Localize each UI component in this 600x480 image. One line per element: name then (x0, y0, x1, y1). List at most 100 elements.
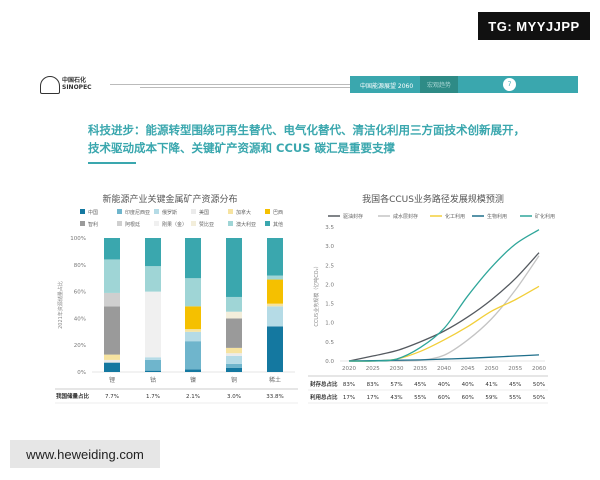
table-cell: 7.7% (105, 394, 119, 400)
bar-segment (267, 303, 283, 307)
legend-label: 生物利用 (487, 213, 507, 220)
bar-segment (226, 318, 242, 348)
bar-segment (104, 306, 120, 355)
legend-swatch (191, 221, 196, 226)
y-tick-label: 20% (74, 343, 86, 349)
legend-swatch (265, 209, 270, 214)
bar-segment (267, 275, 283, 280)
table-cell: 41% (485, 382, 497, 388)
bar-segment (185, 341, 201, 370)
logo-cn: 中国石化 (62, 77, 87, 84)
series-line-4 (348, 229, 540, 362)
legend-label: 印度尼西亚 (125, 209, 150, 216)
chart-title: 我国各CCUS业务路径发展规模预测 (362, 193, 504, 205)
x-tick-label: 2025 (366, 366, 380, 372)
legend-label: 驱油封存 (343, 213, 363, 220)
x-tick-label: 锂 (109, 376, 115, 384)
bar-segment (226, 238, 242, 297)
legend-swatch (117, 221, 122, 226)
table-cell: 33.8% (266, 394, 283, 400)
divider (140, 87, 350, 88)
bar-segment (185, 278, 201, 307)
chart-title: 新能源产业关键金属矿产资源分布 (102, 193, 237, 205)
legend-label: 咸水层封存 (393, 213, 418, 220)
x-tick-label: 2055 (508, 366, 522, 372)
bar-segment (185, 329, 201, 332)
y-axis-label: 2021年资源储量占比 (57, 281, 64, 329)
section-label: 宏观趋势 (420, 76, 458, 93)
y-tick-label: 0.0 (325, 359, 334, 365)
y-tick-label: 2.5 (325, 263, 334, 269)
bar-segment (104, 292, 120, 307)
x-tick-label: 铜 (231, 376, 237, 384)
legend-label: 智利 (88, 221, 98, 228)
table-cell: 50% (533, 382, 545, 388)
y-tick-label: 80% (74, 263, 86, 269)
bar-segment (145, 238, 161, 267)
legend-swatch (117, 209, 122, 214)
bar-segment (104, 238, 120, 260)
legend-swatch (191, 209, 196, 214)
table-cell: 40% (462, 382, 474, 388)
table-cell: 17% (343, 395, 355, 401)
table-cell: 59% (485, 395, 497, 401)
bar-segment (226, 363, 242, 368)
bar-segment (226, 367, 242, 372)
table-cell: 57% (390, 382, 402, 388)
bar-segment (267, 238, 283, 276)
series-line-0 (348, 252, 540, 362)
legend-swatch (265, 221, 270, 226)
bar-segment (267, 326, 283, 372)
bar-segment (104, 354, 120, 360)
x-tick-label: 2045 (461, 366, 475, 372)
y-tick-label: 60% (74, 290, 86, 296)
x-tick-label: 2035 (413, 366, 427, 372)
headline-line-1: 科技进步：能源转型围绕可再生替代、电气化替代、清洁化利用三方面技术创新展开， (88, 123, 525, 137)
bar-segment (145, 359, 161, 371)
legend-label: 中国 (88, 209, 98, 216)
bar-segment (226, 311, 242, 319)
x-tick-label: 2020 (342, 366, 356, 372)
table-row-label: 利用总占比 (310, 393, 338, 401)
report-title: 中国能源展望 2060 (360, 83, 414, 90)
legend-swatch (80, 209, 85, 214)
table-cell: 60% (438, 395, 450, 401)
table-cell: 45% (414, 382, 426, 388)
bar-segment (104, 259, 120, 293)
table-cell: 43% (390, 395, 402, 401)
y-tick-label: 1.0 (325, 321, 334, 327)
series-line-1 (349, 255, 540, 362)
table-cell: 3.0% (227, 394, 241, 400)
table-row-label: 封存总占比 (310, 380, 338, 388)
x-tick-label: 钴 (150, 376, 156, 384)
logo-text: 中国石化 SINOPEC (62, 77, 92, 91)
y-axis-label: CCUS业务规模（亿吨CO₂） (313, 263, 320, 326)
bar-segment (104, 362, 120, 372)
bar-segment (145, 357, 161, 360)
table-cell: 55% (414, 395, 426, 401)
divider (110, 84, 350, 85)
bar-segment (226, 347, 242, 354)
legend-label: 巴西 (273, 210, 283, 216)
legend-label: 刚果（金） (162, 221, 187, 228)
x-tick-label: 镍 (190, 376, 196, 384)
bar-segment (104, 359, 120, 363)
legend-swatch (80, 221, 85, 226)
y-tick-label: 0.5 (325, 340, 334, 346)
legend-label: 美国 (199, 209, 209, 216)
y-tick-label: 3.0 (325, 244, 334, 250)
y-tick-label: 1.5 (325, 302, 334, 308)
table-cell: 83% (367, 382, 379, 388)
y-tick-label: 2.0 (325, 282, 334, 288)
bar-segment (267, 306, 283, 327)
legend-label: 俄罗斯 (162, 209, 177, 216)
table-cell: 1.7% (146, 394, 160, 400)
bar-segment (145, 266, 161, 292)
bar-segment (226, 353, 242, 356)
bar-segment (185, 331, 201, 342)
legend-swatch (154, 221, 159, 226)
table-cell: 60% (462, 395, 474, 401)
y-tick-label: 3.5 (325, 225, 334, 231)
legend-swatch (228, 221, 233, 226)
legend-label: 其他 (273, 221, 283, 228)
